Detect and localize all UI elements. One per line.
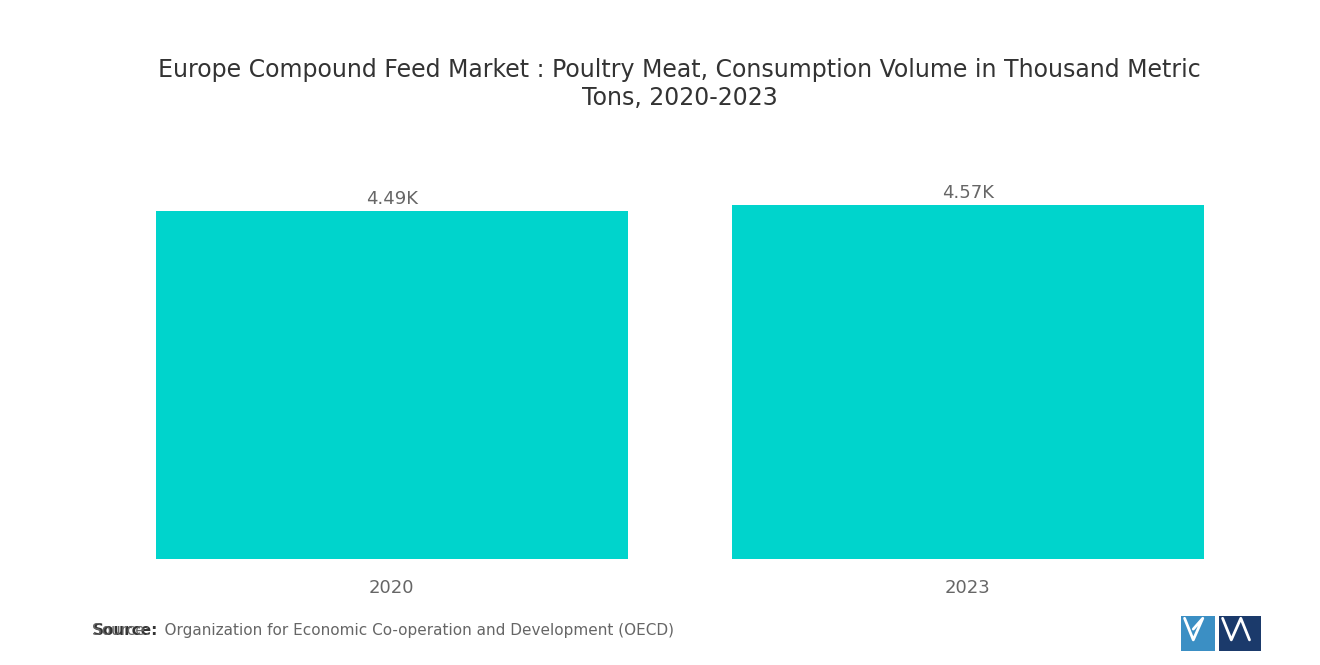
Text: 4.49K: 4.49K — [366, 190, 418, 208]
Text: 4.57K: 4.57K — [941, 184, 994, 202]
FancyBboxPatch shape — [1220, 616, 1261, 650]
FancyBboxPatch shape — [1181, 616, 1214, 650]
Bar — [156, 211, 628, 559]
Title: Europe Compound Feed Market : Poultry Meat, Consumption Volume in Thousand Metri: Europe Compound Feed Market : Poultry Me… — [158, 59, 1201, 110]
Bar — [731, 205, 1204, 559]
Text: Source:: Source: — [92, 623, 158, 638]
Text: Source:   Organization for Economic Co-operation and Development (OECD): Source: Organization for Economic Co-ope… — [92, 623, 675, 638]
